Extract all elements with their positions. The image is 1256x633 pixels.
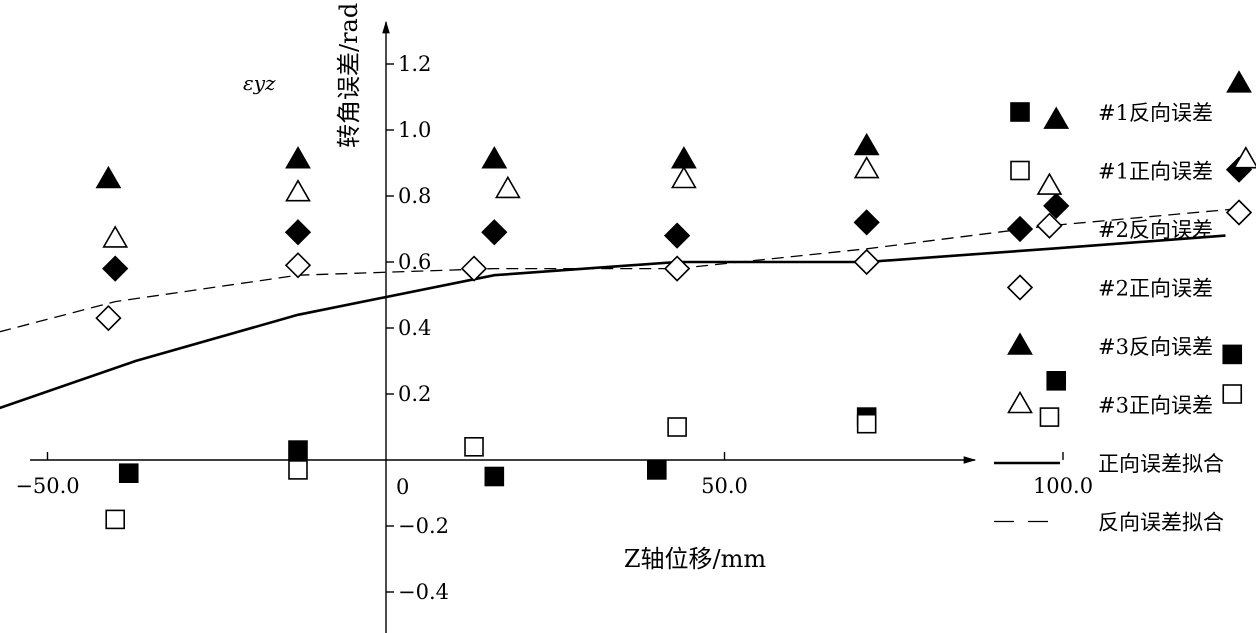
- data-point-series-5: [285, 179, 311, 202]
- legend-swatch: [1007, 332, 1033, 355]
- legend-swatch: [1006, 274, 1034, 301]
- legend-label: 反向误差拟合: [1098, 511, 1224, 535]
- data-point-series-0: [118, 463, 139, 484]
- data-point-series-1: [105, 509, 125, 530]
- data-point-series-2: [853, 209, 880, 236]
- data-point-series-5: [494, 175, 521, 199]
- data-point-series-5: [1232, 146, 1256, 169]
- legend-label: #1正向误差: [1098, 160, 1213, 184]
- y-tick-label: 0.8: [398, 184, 431, 208]
- origin-label: 0: [396, 475, 409, 499]
- data-point-series-0: [1046, 370, 1067, 391]
- data-point-series-4: [853, 132, 880, 156]
- data-point-series-4: [285, 146, 311, 169]
- y-tick-label: 0.6: [398, 250, 431, 274]
- data-point-series-1: [288, 460, 308, 480]
- data-point-series-1: [667, 417, 687, 437]
- data-point-series-3: [1225, 199, 1253, 226]
- data-point-series-5: [670, 165, 697, 189]
- series-line-6: [0, 234, 1226, 410]
- data-point-series-0: [288, 440, 308, 460]
- data-point-series-4: [1226, 70, 1252, 93]
- data-point-series-3: [95, 304, 122, 332]
- data-point-series-0: [1222, 344, 1243, 365]
- x-tick-label: −50.0: [15, 474, 79, 498]
- y-tick-label: 0.4: [398, 316, 431, 340]
- data-point-series-5: [1036, 172, 1063, 195]
- legend-swatch: [1010, 102, 1030, 122]
- data-point-series-1: [1222, 384, 1243, 404]
- data-point-series-3: [284, 252, 312, 279]
- data-point-series-4: [670, 146, 697, 169]
- legend-label: #2正向误差: [1098, 277, 1213, 301]
- y-ticks: 1.2 1.0 0.8 0.6 0.4 0.2 −0.2 −0.4: [386, 52, 449, 604]
- y-tick-label: 1.2: [398, 52, 431, 76]
- data-markers: [95, 70, 1256, 530]
- legend-swatch: [1010, 160, 1030, 181]
- data-point-series-2: [284, 219, 312, 246]
- data-point-series-4: [1043, 106, 1070, 129]
- legend-label: #2反向误差: [1098, 218, 1213, 242]
- x-tick-label: 100.0: [1033, 474, 1093, 498]
- data-point-series-0: [646, 460, 667, 480]
- data-point-series-3: [853, 248, 880, 276]
- y-tick-label: 1.0: [398, 118, 431, 142]
- data-point-series-4: [481, 146, 508, 169]
- legend: #1反向误差 #1正向误差 #2反向误差 #2正向误差 #3反向误差 #3正向误差正向误差…: [994, 101, 1224, 535]
- data-point-series-2: [102, 255, 129, 282]
- legend-swatch: [1007, 390, 1033, 414]
- data-point-series-2: [663, 222, 691, 249]
- data-point-series-5: [853, 155, 880, 179]
- legend-label: #3正向误差: [1098, 394, 1213, 418]
- x-axis-title: Z轴位移/mm: [624, 545, 767, 573]
- y-tick-label: 0.2: [398, 382, 431, 406]
- y-tick-label: −0.2: [398, 514, 449, 538]
- y-tick-label: −0.4: [398, 580, 449, 604]
- x-tick-label: 50.0: [701, 474, 748, 498]
- axes: [30, 20, 977, 633]
- legend-swatch: [1006, 215, 1034, 243]
- data-point-series-1: [464, 436, 484, 457]
- legend-label: 正向误差拟合: [1098, 452, 1224, 476]
- data-point-series-3: [1036, 212, 1063, 239]
- data-point-series-5: [102, 225, 129, 248]
- data-point-series-1: [1039, 407, 1060, 427]
- y-axis-title: 转角误差/rad: [335, 3, 363, 148]
- data-point-series-1: [856, 413, 877, 434]
- fit-lines: [0, 208, 1233, 410]
- data-point-series-0: [484, 466, 505, 487]
- annotation-epsilon-yz: εyz: [243, 71, 276, 95]
- data-point-series-4: [95, 165, 122, 189]
- data-point-series-2: [481, 219, 508, 246]
- data-point-series-2: [1043, 192, 1070, 220]
- legend-label: #1反向误差: [1098, 101, 1213, 125]
- data-point-series-3: [663, 255, 691, 282]
- data-point-series-3: [460, 255, 488, 282]
- legend-label: #3反向误差: [1098, 335, 1213, 359]
